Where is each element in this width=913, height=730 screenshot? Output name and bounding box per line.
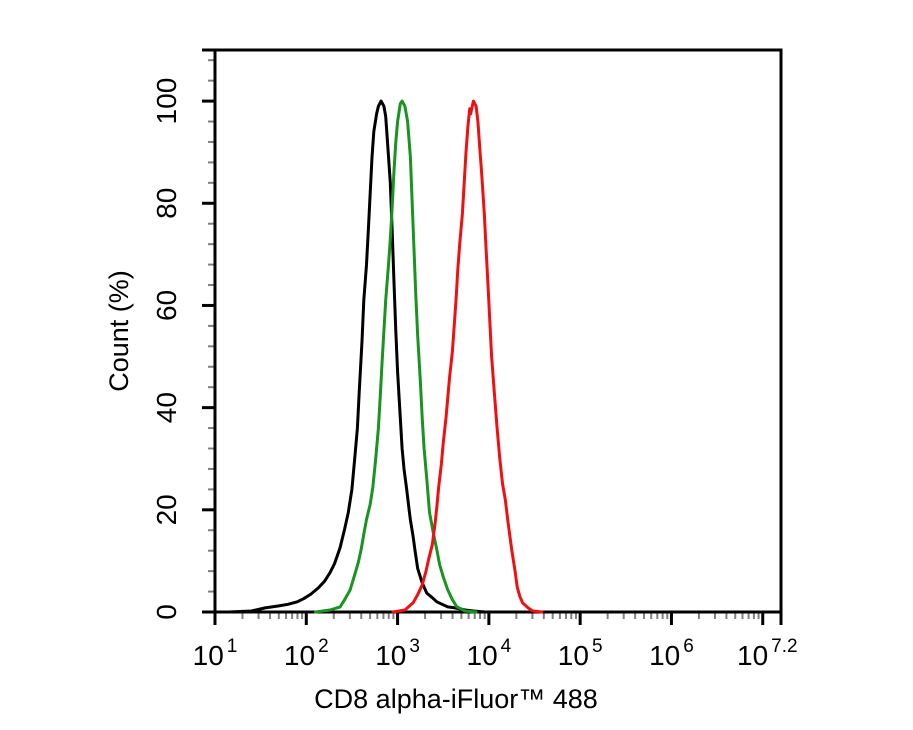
y-tick-label: 0 xyxy=(151,604,182,620)
y-tick-label: 40 xyxy=(151,392,182,423)
curve-black-histogram xyxy=(227,99,487,614)
x-tick-label: 10 1 xyxy=(193,636,238,671)
x-tick-label: 10 2 xyxy=(284,636,329,671)
y-tick-label: 80 xyxy=(151,188,182,219)
y-axis-label: Count (%) xyxy=(104,270,134,392)
x-tick-label: 10 5 xyxy=(558,636,603,671)
y-axis-tick-labels: 0 20 40 60 80 100 xyxy=(151,78,182,620)
y-tick-label: 60 xyxy=(151,290,182,321)
curve-red-histogram xyxy=(391,99,544,614)
x-tick-label: 10 4 xyxy=(467,636,512,671)
x-axis-major-ticks xyxy=(213,612,783,625)
plot-area-border xyxy=(213,48,783,614)
y-axis-major-ticks xyxy=(202,48,215,614)
y-tick-label: 100 xyxy=(151,78,182,125)
x-tick-label: 10 3 xyxy=(375,636,420,671)
x-tick-label: 10 7.2 xyxy=(737,636,798,671)
x-axis-tick-labels: 10 1 10 2 10 3 10 4 10 5 10 6 10 7.2 xyxy=(193,636,798,671)
histogram-curves xyxy=(227,99,544,614)
x-axis-label: CD8 alpha-iFluor™ 488 xyxy=(314,684,598,714)
x-tick-label: 10 6 xyxy=(649,636,694,671)
y-tick-label: 20 xyxy=(151,494,182,525)
